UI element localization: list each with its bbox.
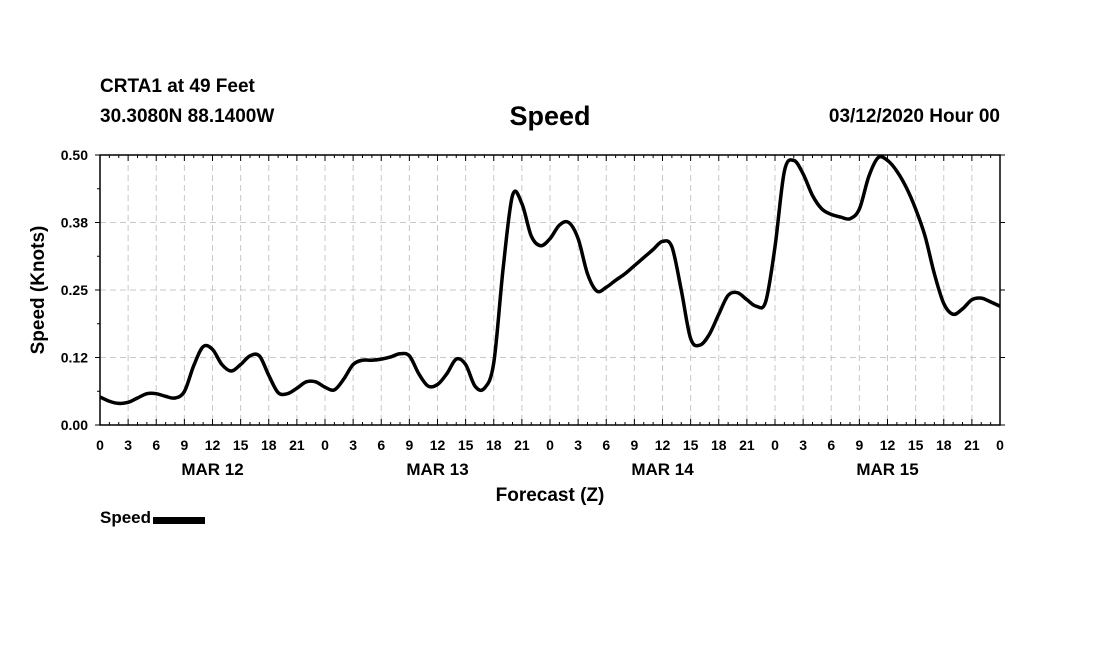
x-tick-label: 12 <box>430 437 446 453</box>
x-tick-label: 18 <box>936 437 952 453</box>
x-tick-label: 9 <box>855 437 863 453</box>
date-label: MAR 13 <box>406 460 468 479</box>
date-label: MAR 12 <box>181 460 243 479</box>
y-tick-label: 0.12 <box>61 350 88 366</box>
x-tick-label: 3 <box>124 437 132 453</box>
tick-marks <box>95 154 1005 426</box>
legend-label: Speed <box>100 508 152 527</box>
y-axis-label: Speed (Knots) <box>28 226 49 355</box>
x-tick-label: 18 <box>711 437 727 453</box>
x-tick-label: 12 <box>655 437 671 453</box>
y-tick-label: 0.50 <box>61 147 88 163</box>
x-tick-label: 3 <box>349 437 357 453</box>
x-tick-label: 15 <box>233 437 249 453</box>
x-tick-label: 15 <box>683 437 699 453</box>
x-tick-label: 3 <box>574 437 582 453</box>
x-tick-label: 9 <box>630 437 638 453</box>
x-tick-label: 21 <box>964 437 980 453</box>
legend-swatch <box>153 516 206 524</box>
x-tick-label: 9 <box>405 437 413 453</box>
speed-series-line <box>99 154 1001 406</box>
x-tick-label: 18 <box>486 437 502 453</box>
y-tick-label: 0.25 <box>61 282 88 298</box>
chart-title: Speed <box>509 101 591 131</box>
x-tick-label: 21 <box>289 437 305 453</box>
x-tick-label: 0 <box>321 437 329 453</box>
x-tick-label: 0 <box>96 437 104 453</box>
x-tick-label: 12 <box>205 437 221 453</box>
x-tick-label: 21 <box>514 437 530 453</box>
y-tick-label: 0.38 <box>61 215 88 231</box>
date-label: MAR 14 <box>631 460 694 479</box>
series-layer <box>99 154 1001 406</box>
x-tick-label: 6 <box>152 437 160 453</box>
x-tick-label: 6 <box>377 437 385 453</box>
x-tick-label: 0 <box>546 437 554 453</box>
x-tick-label: 6 <box>827 437 835 453</box>
x-tick-label: 9 <box>180 437 188 453</box>
date-label: MAR 15 <box>856 460 918 479</box>
coordinates-label: 30.3080N 88.1400W <box>100 106 275 127</box>
x-tick-label: 3 <box>799 437 807 453</box>
x-tick-label: 21 <box>739 437 755 453</box>
y-tick-label: 0.00 <box>61 417 88 433</box>
station-label: CRTA1 at 49 Feet <box>100 76 255 97</box>
x-tick-label: 6 <box>602 437 610 453</box>
legend: Speed <box>100 508 206 528</box>
x-tick-label: 12 <box>880 437 896 453</box>
x-tick-label: 15 <box>458 437 474 453</box>
tick-labels: 0 3 6 9 12 15 18 21 0 3 6 9 12 15 18 21 0 3 6 9 12 15 18 21 0 3 6 9… <box>61 147 1004 479</box>
x-tick-label: 0 <box>996 437 1004 453</box>
x-tick-label: 18 <box>261 437 277 453</box>
x-tick-label: 0 <box>771 437 779 453</box>
forecast-datetime: 03/12/2020 Hour 00 <box>828 106 1000 127</box>
grid-lines <box>100 155 1000 425</box>
x-tick-label: 15 <box>908 437 924 453</box>
x-axis-label: Forecast (Z) <box>496 485 605 506</box>
